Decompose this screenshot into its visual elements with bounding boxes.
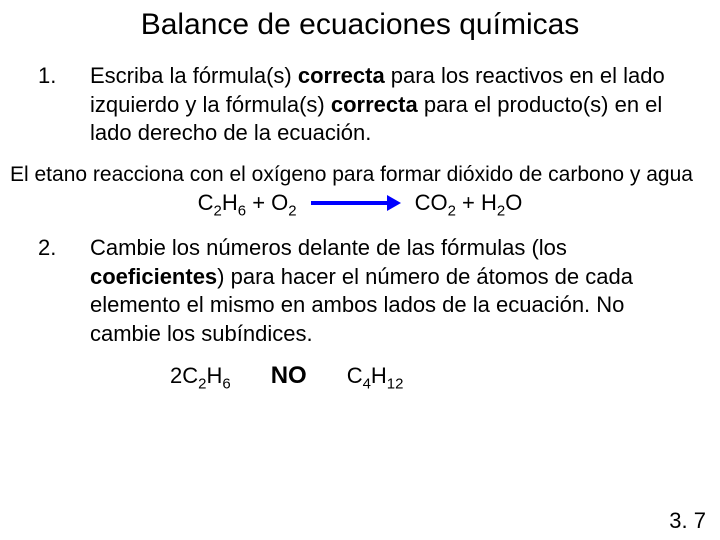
step-1-number: 1. [64, 62, 90, 91]
step-1-bold-a: correcta [298, 63, 385, 88]
reaction-description: El etano reacciona con el oxígeno para f… [0, 154, 720, 188]
step-1-bold-b: correcta [331, 92, 418, 117]
step-2-text-a: Cambie los números delante de las fórmul… [90, 235, 567, 260]
no-label: NO [271, 362, 307, 390]
equation-2: 2C2H6 NO C4H12 [0, 360, 720, 402]
step-1-text-a: Escriba la fórmula(s) [90, 63, 298, 88]
step-2-bold-a: coeficientes [90, 264, 217, 289]
slide-number: 3. 7 [669, 508, 706, 534]
equation-1: C2H6 + O2 CO2 + H2O [0, 188, 720, 228]
eq1-lhs: C2H6 + O2 [198, 190, 297, 216]
step-2: 2.Cambie los números delante de las fórm… [0, 228, 720, 354]
eq2-right: C4H12 [347, 363, 404, 389]
page-title: Balance de ecuaciones químicas [0, 0, 720, 56]
step-1: 1.Escriba la fórmula(s) correcta para lo… [0, 56, 720, 154]
eq2-left: 2C2H6 [170, 363, 231, 389]
reaction-arrow-icon [311, 196, 401, 210]
step-2-number: 2. [64, 234, 90, 263]
eq1-rhs: CO2 + H2O [415, 190, 523, 216]
